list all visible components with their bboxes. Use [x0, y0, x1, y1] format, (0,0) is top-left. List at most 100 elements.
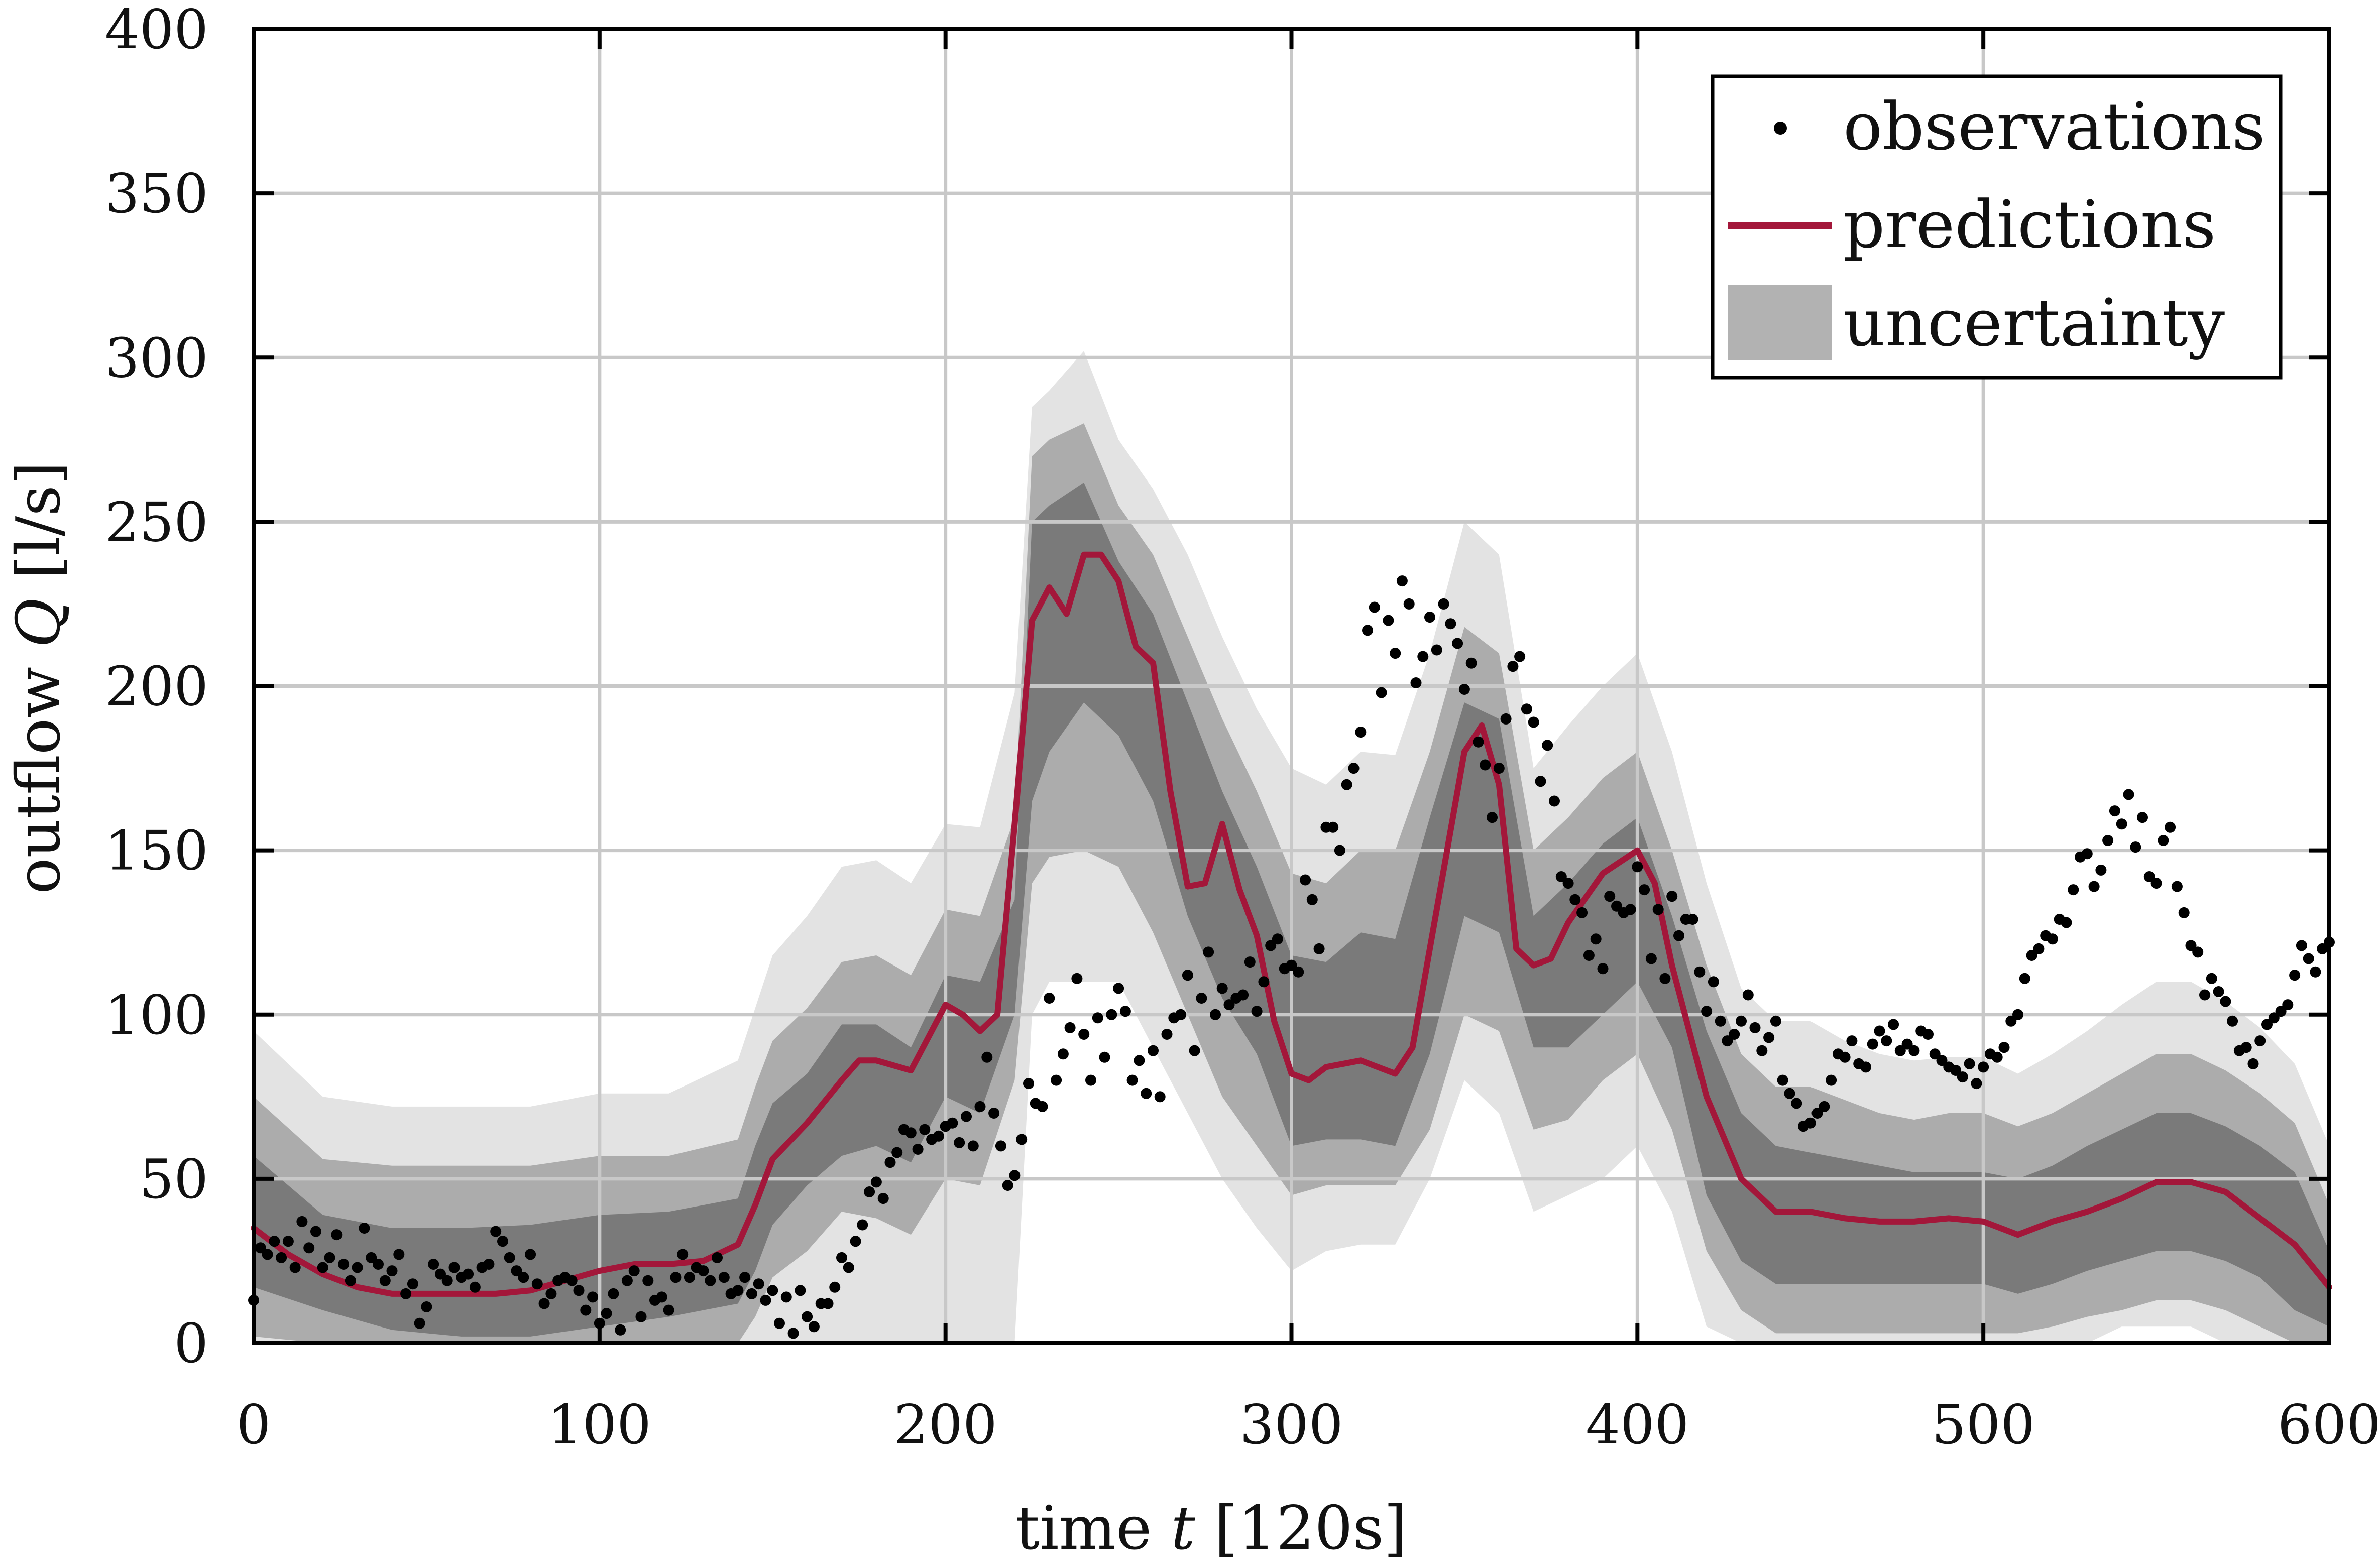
observation-point [1625, 904, 1636, 915]
observation-point [635, 1311, 647, 1322]
observation-point [1791, 1098, 1802, 1109]
legend: observations predictions uncertainty [1711, 74, 2283, 380]
y-tick-label: 250 [105, 491, 208, 554]
observation-point [2220, 996, 2231, 1007]
observation-point [995, 1140, 1006, 1152]
observation-point [2317, 943, 2328, 954]
observation-point [2068, 884, 2079, 896]
observation-point [1881, 1035, 1892, 1047]
observation-point [850, 1236, 861, 1247]
observation-point [1729, 1029, 1740, 1040]
predictions-line [251, 551, 2332, 1297]
observation-point [1687, 914, 1698, 925]
x-axis-title-prefix: time [1015, 1494, 1171, 1563]
observation-point [1210, 1009, 1221, 1020]
observation-point [677, 1249, 689, 1260]
observation-point [1756, 1045, 1768, 1056]
observation-point [670, 1272, 682, 1283]
observation-point [974, 1101, 986, 1112]
observation-point [2227, 1015, 2238, 1027]
observation-point [1826, 1074, 1837, 1086]
observation-point [2102, 835, 2114, 846]
observation-point [601, 1308, 612, 1319]
observation-point [2081, 848, 2093, 860]
observation-point [684, 1272, 695, 1283]
x-tick-label: 300 [1239, 1394, 1343, 1457]
observation-point [1998, 1042, 2010, 1053]
observation-points [248, 575, 2335, 1339]
y-axis-title-suffix: [l/s] [4, 461, 74, 598]
observation-point [1659, 973, 1671, 984]
y-tick-label: 100 [105, 984, 208, 1047]
observation-point [1894, 1045, 1906, 1056]
observation-point [1777, 1074, 1788, 1086]
observation-point [580, 1304, 592, 1316]
observation-point [1313, 943, 1325, 954]
observation-point [1480, 759, 1491, 771]
observation-point [608, 1288, 619, 1299]
observation-point [1265, 940, 1277, 951]
observation-point [1535, 776, 1546, 787]
observation-point [497, 1236, 508, 1247]
x-axis-title: time t [120s] [1015, 1494, 1407, 1563]
observation-point [1445, 618, 1456, 630]
observation-point [1396, 575, 1408, 587]
observation-point [2123, 789, 2134, 800]
observation-point [1417, 651, 1429, 662]
observation-point [1950, 1065, 1962, 1076]
observation-point [2012, 1009, 2023, 1020]
observation-point [947, 1117, 958, 1129]
observation-point [2019, 973, 2030, 984]
y-axis-title-prefix: outflow [4, 648, 74, 894]
observation-point [2240, 1042, 2252, 1053]
observation-point [421, 1301, 432, 1312]
observation-point [1929, 1048, 1941, 1060]
observation-point [400, 1288, 412, 1299]
y-axis-title-variable: Q [4, 598, 74, 647]
observation-point [2158, 835, 2169, 846]
observation-point [628, 1265, 640, 1277]
observation-point [1327, 821, 1339, 833]
observation-point [269, 1236, 280, 1247]
observation-point [988, 1108, 1000, 1119]
observation-point [538, 1298, 550, 1309]
observation-point [1362, 625, 1373, 636]
observation-point [981, 1051, 993, 1063]
observation-point [1811, 1108, 1823, 1119]
observation-point [1708, 976, 1719, 988]
observation-point [1258, 976, 1270, 988]
observation-point [1237, 989, 1249, 1001]
observation-point [795, 1285, 806, 1296]
observation-point [1860, 1061, 1871, 1073]
observation-point [808, 1321, 820, 1333]
observation-point [774, 1317, 785, 1329]
observation-point [1736, 1015, 1747, 1027]
observation-point [1500, 713, 1512, 725]
observation-point [1051, 1074, 1062, 1086]
legend-uncertainty-patch [1728, 285, 1832, 360]
observation-point [1057, 1048, 1069, 1060]
observation-point [1507, 661, 1519, 672]
legend-uncertainty-label: uncertainty [1843, 285, 2225, 361]
observation-point [1182, 970, 1193, 981]
observation-point [615, 1324, 626, 1336]
observation-point [1148, 1045, 1159, 1056]
observation-point [1272, 933, 1283, 945]
observation-point [753, 1278, 764, 1290]
observation-point [1244, 956, 1256, 968]
observation-point [1002, 1180, 1013, 1191]
observation-point [836, 1252, 847, 1263]
y-tick-label: 50 [140, 1148, 208, 1211]
observation-point [857, 1219, 868, 1231]
x-tick-label: 0 [237, 1394, 271, 1457]
observation-point [573, 1285, 585, 1296]
y-tick-label: 200 [105, 656, 208, 718]
observation-point [732, 1285, 744, 1296]
observation-point [2289, 970, 2301, 981]
observation-point [1189, 1045, 1200, 1056]
x-tick-label: 100 [548, 1394, 651, 1457]
observation-point [1804, 1117, 1816, 1129]
observation-point [1126, 1074, 1138, 1086]
observation-point [1403, 598, 1415, 610]
observation-point [1300, 874, 1311, 886]
